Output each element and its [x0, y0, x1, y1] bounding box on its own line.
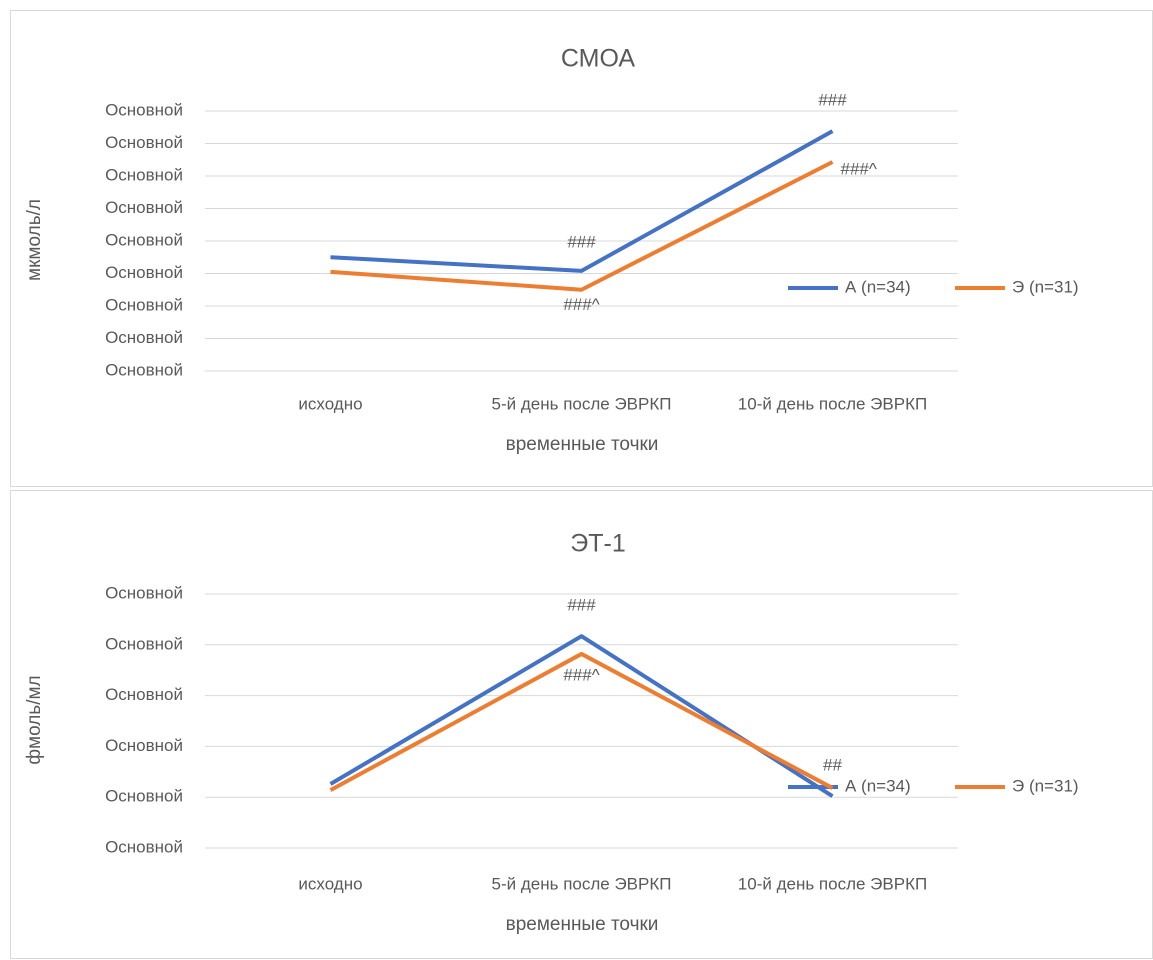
x-tick-label: 10-й день после ЭВРКП	[738, 874, 927, 893]
y-tick-label: Основной	[105, 198, 183, 217]
y-tick-label: Основной	[105, 583, 183, 602]
annotation: ###	[818, 91, 847, 110]
x-tick-label: 5-й день после ЭВРКП	[492, 394, 672, 413]
line	[330, 129, 834, 273]
y-tick-label: Основной	[105, 685, 183, 704]
y-tick-label: Основной	[105, 736, 183, 755]
x-tick-label: 5-й день после ЭВРКП	[492, 874, 672, 893]
x-tick-label: исходно	[298, 874, 362, 893]
chart-frame	[10, 490, 1153, 959]
y-tick-label: Основной	[105, 328, 183, 347]
chart-title: СМОА	[561, 45, 635, 73]
y-axis-label: мкмоль/л	[24, 199, 45, 281]
chart-title: ЭТ-1	[570, 530, 625, 558]
legend-label: А (n=34)	[845, 776, 911, 795]
x-tick-label: исходно	[298, 394, 362, 413]
x-axis-label: временные точки	[506, 914, 659, 935]
y-tick-label: Основной	[105, 634, 183, 653]
y-tick-label: Основной	[105, 133, 183, 152]
y-tick-label: Основной	[105, 230, 183, 249]
annotation: ###^	[841, 160, 877, 179]
legend-label: А (n=34)	[845, 277, 911, 296]
legend-label: Э (n=31)	[1012, 776, 1079, 795]
x-axis-label: временные точки	[506, 434, 659, 455]
y-tick-label: Основной	[105, 263, 183, 282]
annotation: ###^	[563, 295, 599, 314]
x-tick-label: 10-й день после ЭВРКП	[738, 394, 927, 413]
y-tick-label: Основной	[105, 100, 183, 119]
y-tick-label: Основной	[105, 837, 183, 856]
legend-label: Э (n=31)	[1012, 277, 1079, 296]
y-axis-label: фмоль/мл	[24, 675, 45, 764]
annotation: ###^	[563, 665, 599, 684]
annotation: ###	[567, 596, 596, 615]
y-tick-label: Основной	[105, 360, 183, 379]
y-tick-label: Основной	[105, 787, 183, 806]
chart-frame	[10, 10, 1153, 487]
annotation: ##	[823, 756, 842, 775]
line	[330, 160, 834, 292]
line	[329, 651, 834, 792]
y-tick-label: Основной	[105, 165, 183, 184]
annotation: ###	[567, 232, 596, 251]
y-tick-label: Основной	[105, 295, 183, 314]
